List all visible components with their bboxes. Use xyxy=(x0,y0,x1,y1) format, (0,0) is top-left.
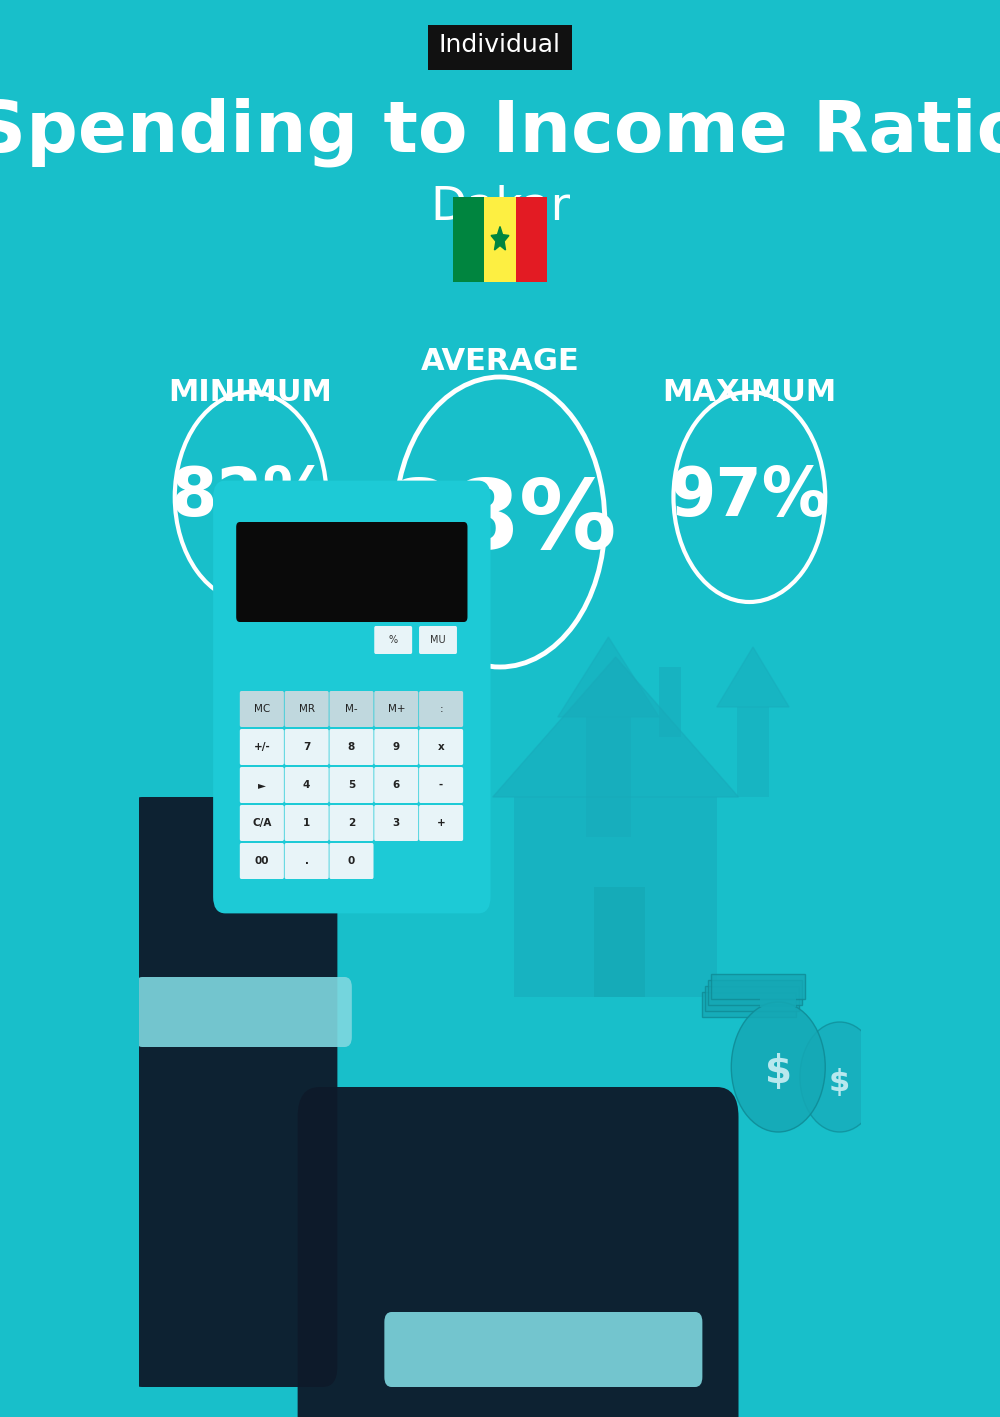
FancyBboxPatch shape xyxy=(285,767,329,803)
Bar xyxy=(586,717,631,837)
Text: $: $ xyxy=(829,1067,850,1097)
Text: Spending to Income Ratio: Spending to Income Ratio xyxy=(0,98,1000,167)
Polygon shape xyxy=(491,227,509,249)
Text: :: : xyxy=(439,704,443,714)
Text: M-: M- xyxy=(345,704,358,714)
FancyBboxPatch shape xyxy=(329,767,374,803)
Bar xyxy=(711,973,805,999)
Bar xyxy=(702,992,796,1017)
Text: 2: 2 xyxy=(348,818,355,828)
Text: M+: M+ xyxy=(388,704,405,714)
FancyBboxPatch shape xyxy=(419,728,463,765)
FancyBboxPatch shape xyxy=(419,805,463,842)
FancyBboxPatch shape xyxy=(135,976,352,1047)
FancyBboxPatch shape xyxy=(329,805,374,842)
Circle shape xyxy=(731,1002,825,1132)
Circle shape xyxy=(800,1022,879,1132)
Text: C/A: C/A xyxy=(252,818,272,828)
Text: .: . xyxy=(305,856,309,866)
FancyBboxPatch shape xyxy=(215,482,489,913)
Bar xyxy=(659,667,681,737)
Text: 97%: 97% xyxy=(670,463,829,530)
Text: MU: MU xyxy=(430,635,446,645)
Bar xyxy=(516,197,547,282)
Text: 5: 5 xyxy=(348,779,355,791)
Text: 4: 4 xyxy=(303,779,310,791)
FancyBboxPatch shape xyxy=(384,1312,702,1387)
FancyBboxPatch shape xyxy=(298,1087,739,1417)
Text: 6: 6 xyxy=(393,779,400,791)
FancyBboxPatch shape xyxy=(240,767,284,803)
Text: ►: ► xyxy=(258,779,266,791)
Bar xyxy=(453,197,484,282)
FancyBboxPatch shape xyxy=(240,843,284,879)
Text: 82%: 82% xyxy=(171,463,330,530)
FancyBboxPatch shape xyxy=(285,805,329,842)
FancyBboxPatch shape xyxy=(329,843,374,879)
FancyBboxPatch shape xyxy=(374,767,418,803)
Text: MAXIMUM: MAXIMUM xyxy=(662,377,836,407)
Text: Individual: Individual xyxy=(439,33,561,57)
FancyBboxPatch shape xyxy=(285,728,329,765)
FancyBboxPatch shape xyxy=(374,691,418,727)
Text: Dakar: Dakar xyxy=(430,184,570,230)
Bar xyxy=(484,197,516,282)
Text: MC: MC xyxy=(254,704,270,714)
FancyBboxPatch shape xyxy=(240,805,284,842)
Text: +: + xyxy=(437,818,445,828)
FancyBboxPatch shape xyxy=(240,691,284,727)
FancyBboxPatch shape xyxy=(419,691,463,727)
Text: %: % xyxy=(389,635,398,645)
Text: MR: MR xyxy=(299,704,315,714)
FancyBboxPatch shape xyxy=(419,626,457,655)
Text: AVERAGE: AVERAGE xyxy=(421,347,579,377)
FancyBboxPatch shape xyxy=(428,24,572,69)
Text: 8: 8 xyxy=(348,743,355,752)
Text: 0: 0 xyxy=(348,856,355,866)
Polygon shape xyxy=(348,616,478,717)
Bar xyxy=(594,887,645,998)
FancyBboxPatch shape xyxy=(374,728,418,765)
FancyBboxPatch shape xyxy=(329,728,374,765)
Text: +/-: +/- xyxy=(253,743,270,752)
Text: -: - xyxy=(439,779,443,791)
Polygon shape xyxy=(717,648,789,707)
Polygon shape xyxy=(493,657,739,796)
FancyBboxPatch shape xyxy=(419,767,463,803)
FancyBboxPatch shape xyxy=(374,626,412,655)
Text: 9: 9 xyxy=(393,743,400,752)
FancyBboxPatch shape xyxy=(285,691,329,727)
Text: 00: 00 xyxy=(255,856,269,866)
FancyBboxPatch shape xyxy=(329,691,374,727)
Text: MINIMUM: MINIMUM xyxy=(169,377,333,407)
Text: 1: 1 xyxy=(303,818,310,828)
FancyBboxPatch shape xyxy=(374,805,418,842)
Bar xyxy=(384,717,443,867)
FancyBboxPatch shape xyxy=(236,521,467,622)
Bar xyxy=(760,988,796,1007)
Text: $: $ xyxy=(765,1053,792,1091)
Bar xyxy=(705,986,799,1010)
FancyBboxPatch shape xyxy=(285,843,329,879)
FancyBboxPatch shape xyxy=(128,796,337,1387)
Text: 7: 7 xyxy=(303,743,310,752)
Bar xyxy=(514,796,717,998)
Polygon shape xyxy=(558,638,659,717)
Text: 3: 3 xyxy=(393,818,400,828)
FancyBboxPatch shape xyxy=(240,728,284,765)
Bar xyxy=(737,707,769,796)
Text: x: x xyxy=(438,743,444,752)
Bar xyxy=(708,981,802,1005)
Text: 88%: 88% xyxy=(384,476,616,568)
